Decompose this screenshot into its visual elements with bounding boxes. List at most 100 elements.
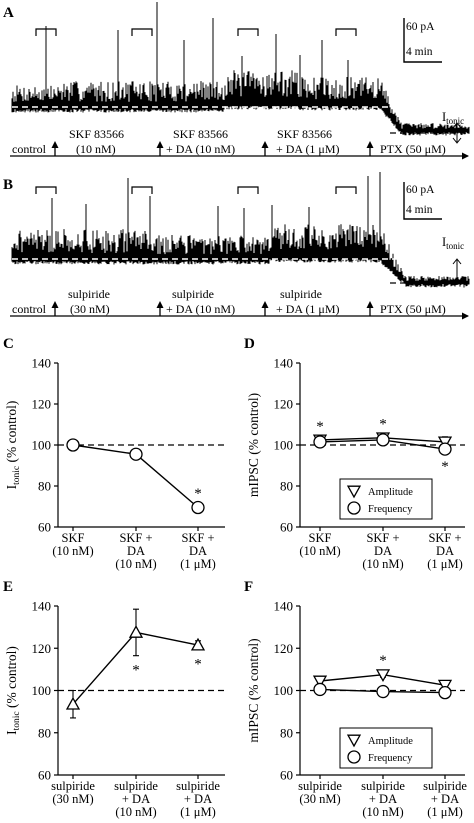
timeline-label-a-4: PTX (50 μM) [380,142,446,156]
plot-d-point-1-2 [438,442,452,456]
plot-d-ytick-label-4: 140 [274,356,294,371]
timeline-sublabel-a-2: + DA (10 nM) [166,142,235,156]
plot-c-category-label-1-2: (10 nM) [115,557,156,571]
plot-c-category-label-2-2: (1 μM) [180,557,216,571]
timeline-arrows-b [51,301,374,316]
panel-b: B 60 pA 4 min Itonic control sulpiride (… [3,172,470,320]
plot-f-category-label-2-1: + DA [431,792,459,806]
itonic-label-a: Itonic [442,110,464,126]
plot-c-ytick-label-1: 80 [38,479,51,494]
plot-e-category-label-1-2: (10 nM) [115,805,156,819]
plot-f-ytick-label-3: 120 [274,641,294,656]
plot-f-significance-0: * [379,653,387,669]
plot-c-category-label-2-1: DA [189,544,207,558]
panel-letter-f: F [244,579,253,595]
plot-f-category-label-1-0: sulpiride [361,779,405,793]
panel-letter-c: C [3,336,14,352]
plot-f-point-1-0 [313,682,327,697]
timeline-sublabel-b-3: + DA (1 μM) [276,302,340,316]
plot-f-category-label-1-2: (10 nM) [362,805,403,819]
timeline-sublabel-a-3: + DA (1 μM) [276,142,340,156]
plot-e-point-0-0 [65,696,81,710]
timeline-arrow-b-head-3 [366,301,374,308]
sample-brackets-a [35,28,357,36]
plot-d-ytick-label-1: 80 [280,479,293,494]
plot-d-significance-1: * [379,416,387,432]
scale-bar-a [403,18,442,63]
plot-e-category-label-0-1: (30 nM) [52,792,93,806]
timeline-label-b-4: PTX (50 μM) [380,302,446,316]
plot-e: 60 80 100 120 140 Itonic (% control) sulpiride… [4,599,225,819]
plot-f-point-1-2 [438,685,452,700]
trace-b-waveform [11,172,470,288]
plot-f-ytick-label-4: 140 [274,599,294,614]
scale-amplitude-b: 60 pA [406,184,435,196]
plot-f-category-label-2-2: (1 μM) [427,805,463,819]
plot-d-category-label-1-0: SKF + [366,531,399,545]
plot-f-legend-label-1: Frequency [368,753,413,764]
timeline-arrow-a-head-1 [156,141,164,148]
plot-d-category-label-1-2: (10 nM) [362,557,403,571]
plot-c-ytick-label-3: 120 [32,397,52,412]
plot-f-ytick-label-1: 80 [280,725,293,740]
plot-c-point-0-0 [66,438,80,452]
plot-c-point-0-2 [191,500,205,515]
trace-a-waveform [11,2,470,136]
plot-c-category-label-0-0: SKF [62,531,85,545]
plot-f-point-0-0 [312,675,328,689]
plot-d-significance-0: * [316,419,324,435]
plot-f-category-label-1-1: + DA [369,792,397,806]
plot-f-category-label-2-0: sulpiride [423,779,467,793]
plot-d-category-label-0-0: SKF [309,531,332,545]
plot-f-category-label-0-1: (30 nM) [299,792,340,806]
trace-b [11,172,470,288]
timeline-arrow-a-head-0 [51,141,59,148]
scale-time-a: 4 min [406,46,433,58]
plot-f-legend-marker-0 [346,734,362,748]
timeline-label-a-0: control [12,142,47,156]
timeline-label-b-2: sulpiride [172,287,214,301]
plot-d-legend-label-1: Frequency [368,504,413,515]
plot-d-point-1-1 [376,433,390,447]
plot-f-category-label-0-0: sulpiride [298,779,342,793]
panel-letter-a: A [3,5,14,21]
plot-e-category-label-2-2: (1 μM) [180,805,216,819]
timeline-arrow-a-head-3 [366,141,374,148]
plot-d-category-label-2-2: (1 μM) [427,557,463,571]
plot-e-ytick-label-4: 140 [32,599,52,614]
plot-d-category-label-0-1: (10 nM) [299,544,340,558]
timeline-sublabel-b-2: + DA (10 nM) [166,302,235,316]
plot-c-ytick-label-4: 140 [32,356,52,371]
plot-e-category-label-0-0: sulpiride [51,779,95,793]
plot-f-ytick-label-2: 100 [274,683,294,698]
panel-letter-e: E [3,579,13,595]
timeline-arrow-a-head-2 [261,141,269,148]
plot-d-ytick-label-2: 100 [274,438,294,453]
timeline-arrow-b-head-2 [261,301,269,308]
plot-d-legend-label-0: Amplitude [368,487,413,498]
timeline-sublabel-b-1: (30 nM) [70,302,110,316]
plot-e-category-label-2-1: + DA [184,792,212,806]
plot-f-point-0-1 [375,669,391,683]
plot-c-point-0-1 [129,447,143,461]
plot-e-point-0-2 [190,637,206,651]
plot-c-category-label-1-1: DA [127,544,145,558]
plot-d-ytick-label-3: 120 [274,397,294,412]
timeline-arrow-b-head-1 [156,301,164,308]
scale-amplitude-a: 60 pA [406,21,435,33]
timeline-label-a-3: SKF 83566 [277,127,332,141]
plot-c-category-label-0-1: (10 nM) [52,544,93,558]
timeline-label-b-1: sulpiride [68,287,110,301]
plot-f-point-1-1 [376,684,390,699]
timeline-label-a-2: SKF 83566 [173,127,228,141]
trace-a [11,2,470,136]
plot-c-y-axis-label: Itonic (% control) [4,401,22,490]
plot-e-ytick-label-0: 60 [38,768,51,783]
timeline-arrow-b-head-0 [51,301,59,308]
timeline-sublabel-a-1: (10 nM) [76,142,116,156]
